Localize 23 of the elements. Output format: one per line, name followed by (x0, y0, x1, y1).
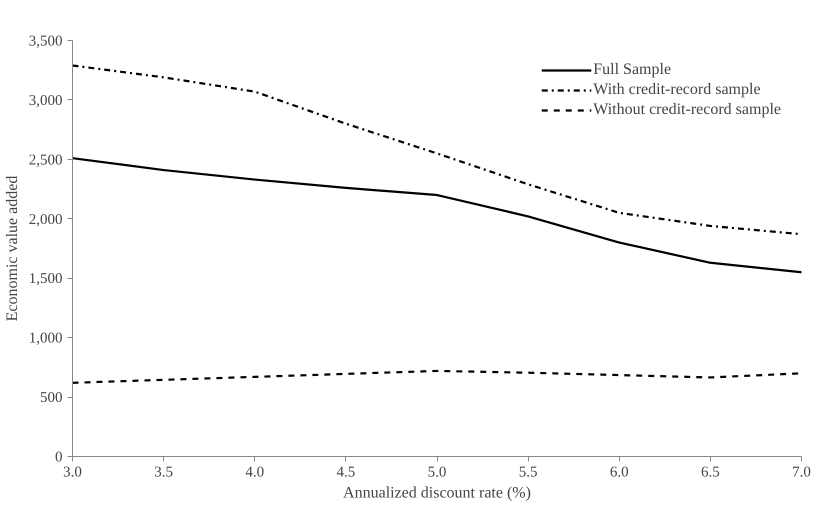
x-tick-label: 6.5 (701, 464, 720, 480)
legend-label: Without credit-record sample (593, 101, 781, 119)
y-tick-label: 1,500 (28, 271, 62, 288)
y-tick-label: 3,000 (28, 92, 62, 109)
line-series (72, 157, 802, 274)
x-tick-label: 6.0 (610, 464, 629, 480)
x-tick-label: 4.0 (245, 464, 264, 480)
x-tick-label: 3.0 (63, 464, 82, 480)
y-tick-label: 2,000 (28, 212, 62, 228)
y-tick-label: 500 (40, 390, 62, 406)
x-axis-title: Annualized discount rate (%) (343, 484, 531, 502)
x-tick-label: 5.5 (518, 464, 538, 480)
y-axis-title: Economic value added (4, 176, 21, 322)
x-tick-label: 7.0 (792, 464, 811, 480)
x-tick-label: 5.0 (428, 464, 446, 480)
y-tick-label: 0 (55, 450, 62, 466)
x-tick-label: 4.5 (336, 464, 356, 480)
y-tick-label: 2,500 (28, 152, 62, 168)
y-tick-label: 1,000 (28, 330, 62, 347)
legend-label: Full Sample (593, 61, 672, 79)
y-tick-label: 3,500 (28, 34, 62, 50)
x-tick-label: 3.5 (154, 464, 173, 480)
legend-label: With credit-record sample (593, 81, 761, 99)
